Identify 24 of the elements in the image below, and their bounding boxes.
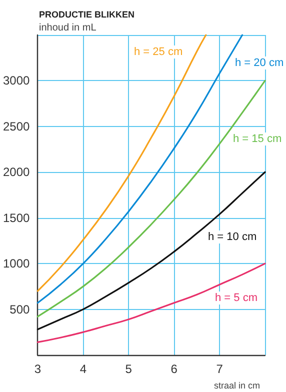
series-label: h = 15 cm [233, 133, 282, 145]
x-tick-label: 3 [34, 362, 42, 376]
x-axis-title: straal in cm [214, 380, 260, 390]
y-axis-title: inhoud in mL [39, 22, 97, 34]
y-tick-label: 500 [10, 302, 30, 316]
line-series [36, 34, 207, 292]
line-series [36, 34, 244, 304]
line-series [36, 80, 266, 318]
y-tick-label: 3000 [2, 74, 30, 88]
line-series [36, 171, 266, 330]
x-tick-label: 5 [125, 362, 132, 376]
line-series [36, 262, 266, 343]
x-tick-label: 4 [80, 362, 87, 376]
y-tick-label: 2000 [2, 165, 30, 180]
series-label: h = 20 cm [235, 57, 284, 69]
y-tick-label: 1000 [2, 256, 30, 271]
series-label: h = 25 cm [134, 46, 183, 58]
series-label: h = 10 cm [208, 231, 257, 243]
chart-title: PRODUCTIE BLIKKEN [39, 10, 135, 20]
x-tick-label: 7 [216, 362, 224, 376]
y-tick-label: 1500 [2, 210, 30, 225]
series-label: h = 5 cm [215, 292, 258, 304]
x-tick-label: 6 [170, 362, 178, 376]
y-tick-label: 2500 [2, 119, 30, 134]
